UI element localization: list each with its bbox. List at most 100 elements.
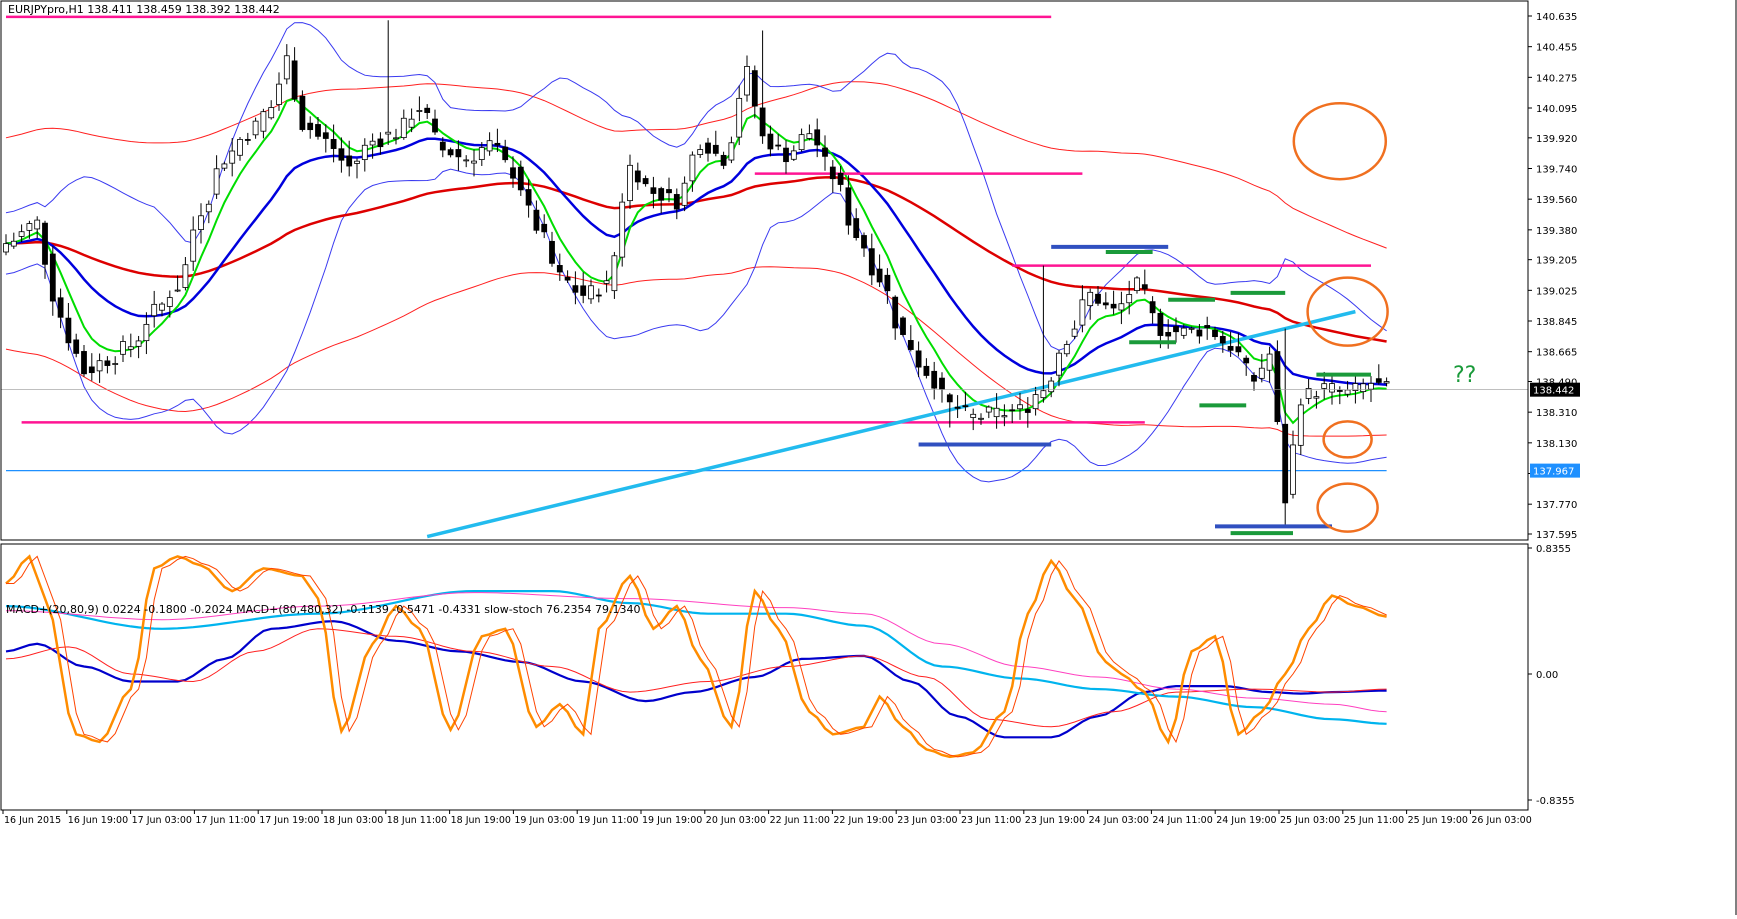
bear-candle-body	[346, 155, 353, 167]
time-tick-label: 19 Jun 19:00	[642, 815, 702, 826]
outer-lower-envelope	[5, 266, 1387, 437]
bear-candle-body	[775, 144, 782, 147]
bull-candle-body	[744, 66, 750, 96]
time-tick-label: 19 Jun 11:00	[578, 815, 638, 826]
bull-candle-body	[486, 140, 493, 152]
bear-candle-body	[1243, 357, 1250, 364]
bear-candle-body	[330, 139, 337, 149]
bull-candle-body	[354, 160, 360, 164]
time-tick-label: 23 Jun 03:00	[897, 815, 957, 826]
hline-price-badge-bg	[1530, 463, 1580, 478]
bull-candle-body	[970, 413, 977, 418]
bull-candle-body	[135, 340, 142, 347]
bollinger-bands	[5, 22, 1387, 483]
bear-candle-body	[502, 146, 509, 161]
question-mark-annotation: ??	[1453, 363, 1476, 388]
fast-moving-average-line	[5, 97, 1387, 425]
bear-candle-body	[424, 107, 431, 113]
bull-candle-body	[478, 147, 485, 160]
bull-candle-body	[1056, 352, 1062, 376]
indicator-pane-header: MACD+(20,80,9) 0.0224 -0.1800 -0.2024 MA…	[6, 603, 641, 616]
bear-candle-body	[673, 194, 680, 210]
bear-candle-body	[432, 118, 438, 133]
bull-candle-body	[96, 360, 103, 372]
bear-candle-body	[837, 172, 844, 185]
indicator-tick-label: -0.8355	[1536, 796, 1575, 807]
bull-candle-body	[1368, 382, 1374, 390]
bull-candle-body	[1313, 396, 1320, 399]
bear-candle-body	[104, 360, 111, 366]
main-pane-header: EURJPYpro,H1 138.411 138.459 138.392 138…	[8, 3, 280, 16]
bear-candle-body	[634, 170, 641, 183]
main-plot-area	[1, 15, 1528, 539]
price-tick-label: 140.275	[1536, 73, 1577, 84]
price-tick-label: 139.740	[1536, 165, 1577, 176]
bear-candle-body	[1157, 312, 1164, 336]
bear-candle-body	[1212, 329, 1218, 338]
bear-candle-body	[845, 187, 852, 226]
time-tick-label: 18 Jun 19:00	[451, 815, 511, 826]
price-tick-label: 138.665	[1536, 348, 1577, 359]
bear-candle-body	[642, 178, 649, 185]
bull-candle-body	[689, 154, 696, 182]
bull-candle-body	[151, 303, 158, 317]
bull-candle-body	[190, 229, 197, 262]
bull-candle-body	[400, 117, 407, 139]
time-tick-label: 25 Jun 19:00	[1408, 815, 1468, 826]
bull-candle-body	[681, 182, 688, 206]
bear-candle-body	[1336, 390, 1343, 392]
bear-candle-body	[751, 70, 758, 107]
bear-candle-body	[73, 339, 80, 354]
bear-candle-body	[439, 141, 446, 151]
bear-candle-body	[900, 317, 906, 335]
bull-candle-body	[34, 219, 41, 230]
bull-candle-body	[252, 120, 259, 136]
macd-slow-signal-line	[6, 592, 1387, 713]
bull-candle-body	[736, 97, 743, 138]
bull-candle-body	[1352, 383, 1359, 391]
orange-circle-annotation	[1292, 101, 1388, 181]
price-tick-label: 138.130	[1536, 439, 1577, 450]
bear-candle-body	[299, 95, 306, 130]
time-tick-label: 24 Jun 11:00	[1152, 815, 1212, 826]
bull-candle-body	[213, 168, 220, 195]
bear-candle-body	[1165, 332, 1172, 337]
bull-candle-body	[798, 134, 805, 151]
last-price-badge-bg	[1530, 382, 1580, 397]
bull-candle-body	[393, 137, 399, 140]
bull-candle-body	[369, 140, 376, 146]
mid-moving-average-line	[5, 137, 1387, 386]
time-tick-label: 24 Jun 19:00	[1216, 815, 1276, 826]
bull-candle-body	[198, 215, 204, 230]
bull-candle-body	[18, 231, 25, 237]
bear-candle-body	[494, 142, 501, 146]
bear-candle-body	[595, 294, 602, 297]
bear-candle-body	[923, 365, 930, 376]
bull-candle-body	[806, 133, 813, 139]
bull-candle-body	[1383, 381, 1390, 384]
time-tick-label: 23 Jun 19:00	[1025, 815, 1085, 826]
bear-candle-body	[767, 133, 774, 150]
time-tick-label: 18 Jun 03:00	[323, 815, 383, 826]
time-tick-label: 17 Jun 11:00	[195, 815, 255, 826]
bull-candle-body	[205, 203, 212, 213]
bull-candle-body	[1360, 383, 1367, 392]
indicator-axis: 0.8355 0.00 -0.8355	[1528, 544, 1575, 807]
price-tick-label: 140.635	[1536, 12, 1577, 23]
price-tick-label: 137.770	[1536, 500, 1577, 511]
time-tick-label: 19 Jun 03:00	[514, 815, 574, 826]
trendline-group	[426, 309, 1356, 539]
bull-candle-body	[237, 139, 243, 156]
bull-candle-body	[120, 341, 126, 355]
bull-candle-body	[463, 159, 470, 162]
bear-candle-body	[1110, 303, 1117, 309]
price-tick-label: 139.205	[1536, 256, 1577, 267]
macd-fast-signal-line	[5, 628, 1387, 728]
bear-candle-body	[49, 253, 56, 302]
bear-candle-body	[892, 296, 899, 329]
time-tick-label: 17 Jun 03:00	[132, 815, 192, 826]
support-resistance-marks	[918, 244, 1371, 536]
time-tick-label: 18 Jun 11:00	[387, 815, 447, 826]
bear-candle-body	[939, 377, 945, 390]
bear-candle-body	[853, 218, 860, 238]
